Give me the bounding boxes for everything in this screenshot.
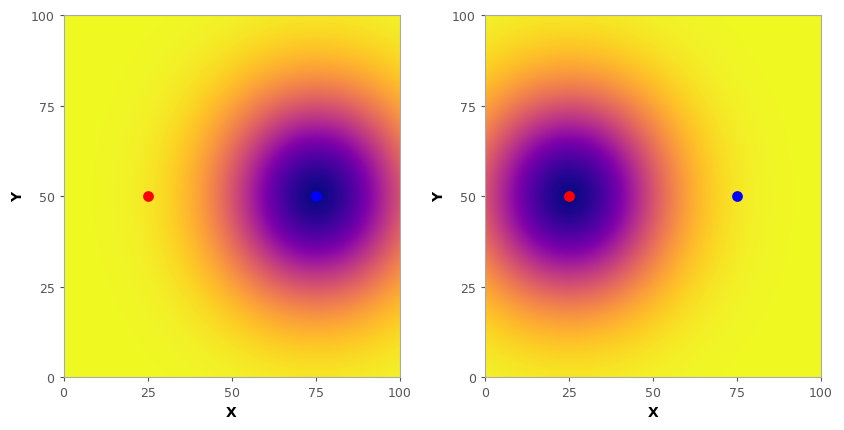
- Point: [309, 194, 322, 200]
- Point: [141, 194, 154, 200]
- Point: [730, 194, 744, 200]
- X-axis label: X: X: [226, 405, 237, 419]
- Point: [562, 194, 576, 200]
- Y-axis label: Y: Y: [432, 192, 446, 202]
- Y-axis label: Y: Y: [11, 192, 25, 202]
- X-axis label: X: X: [647, 405, 658, 419]
